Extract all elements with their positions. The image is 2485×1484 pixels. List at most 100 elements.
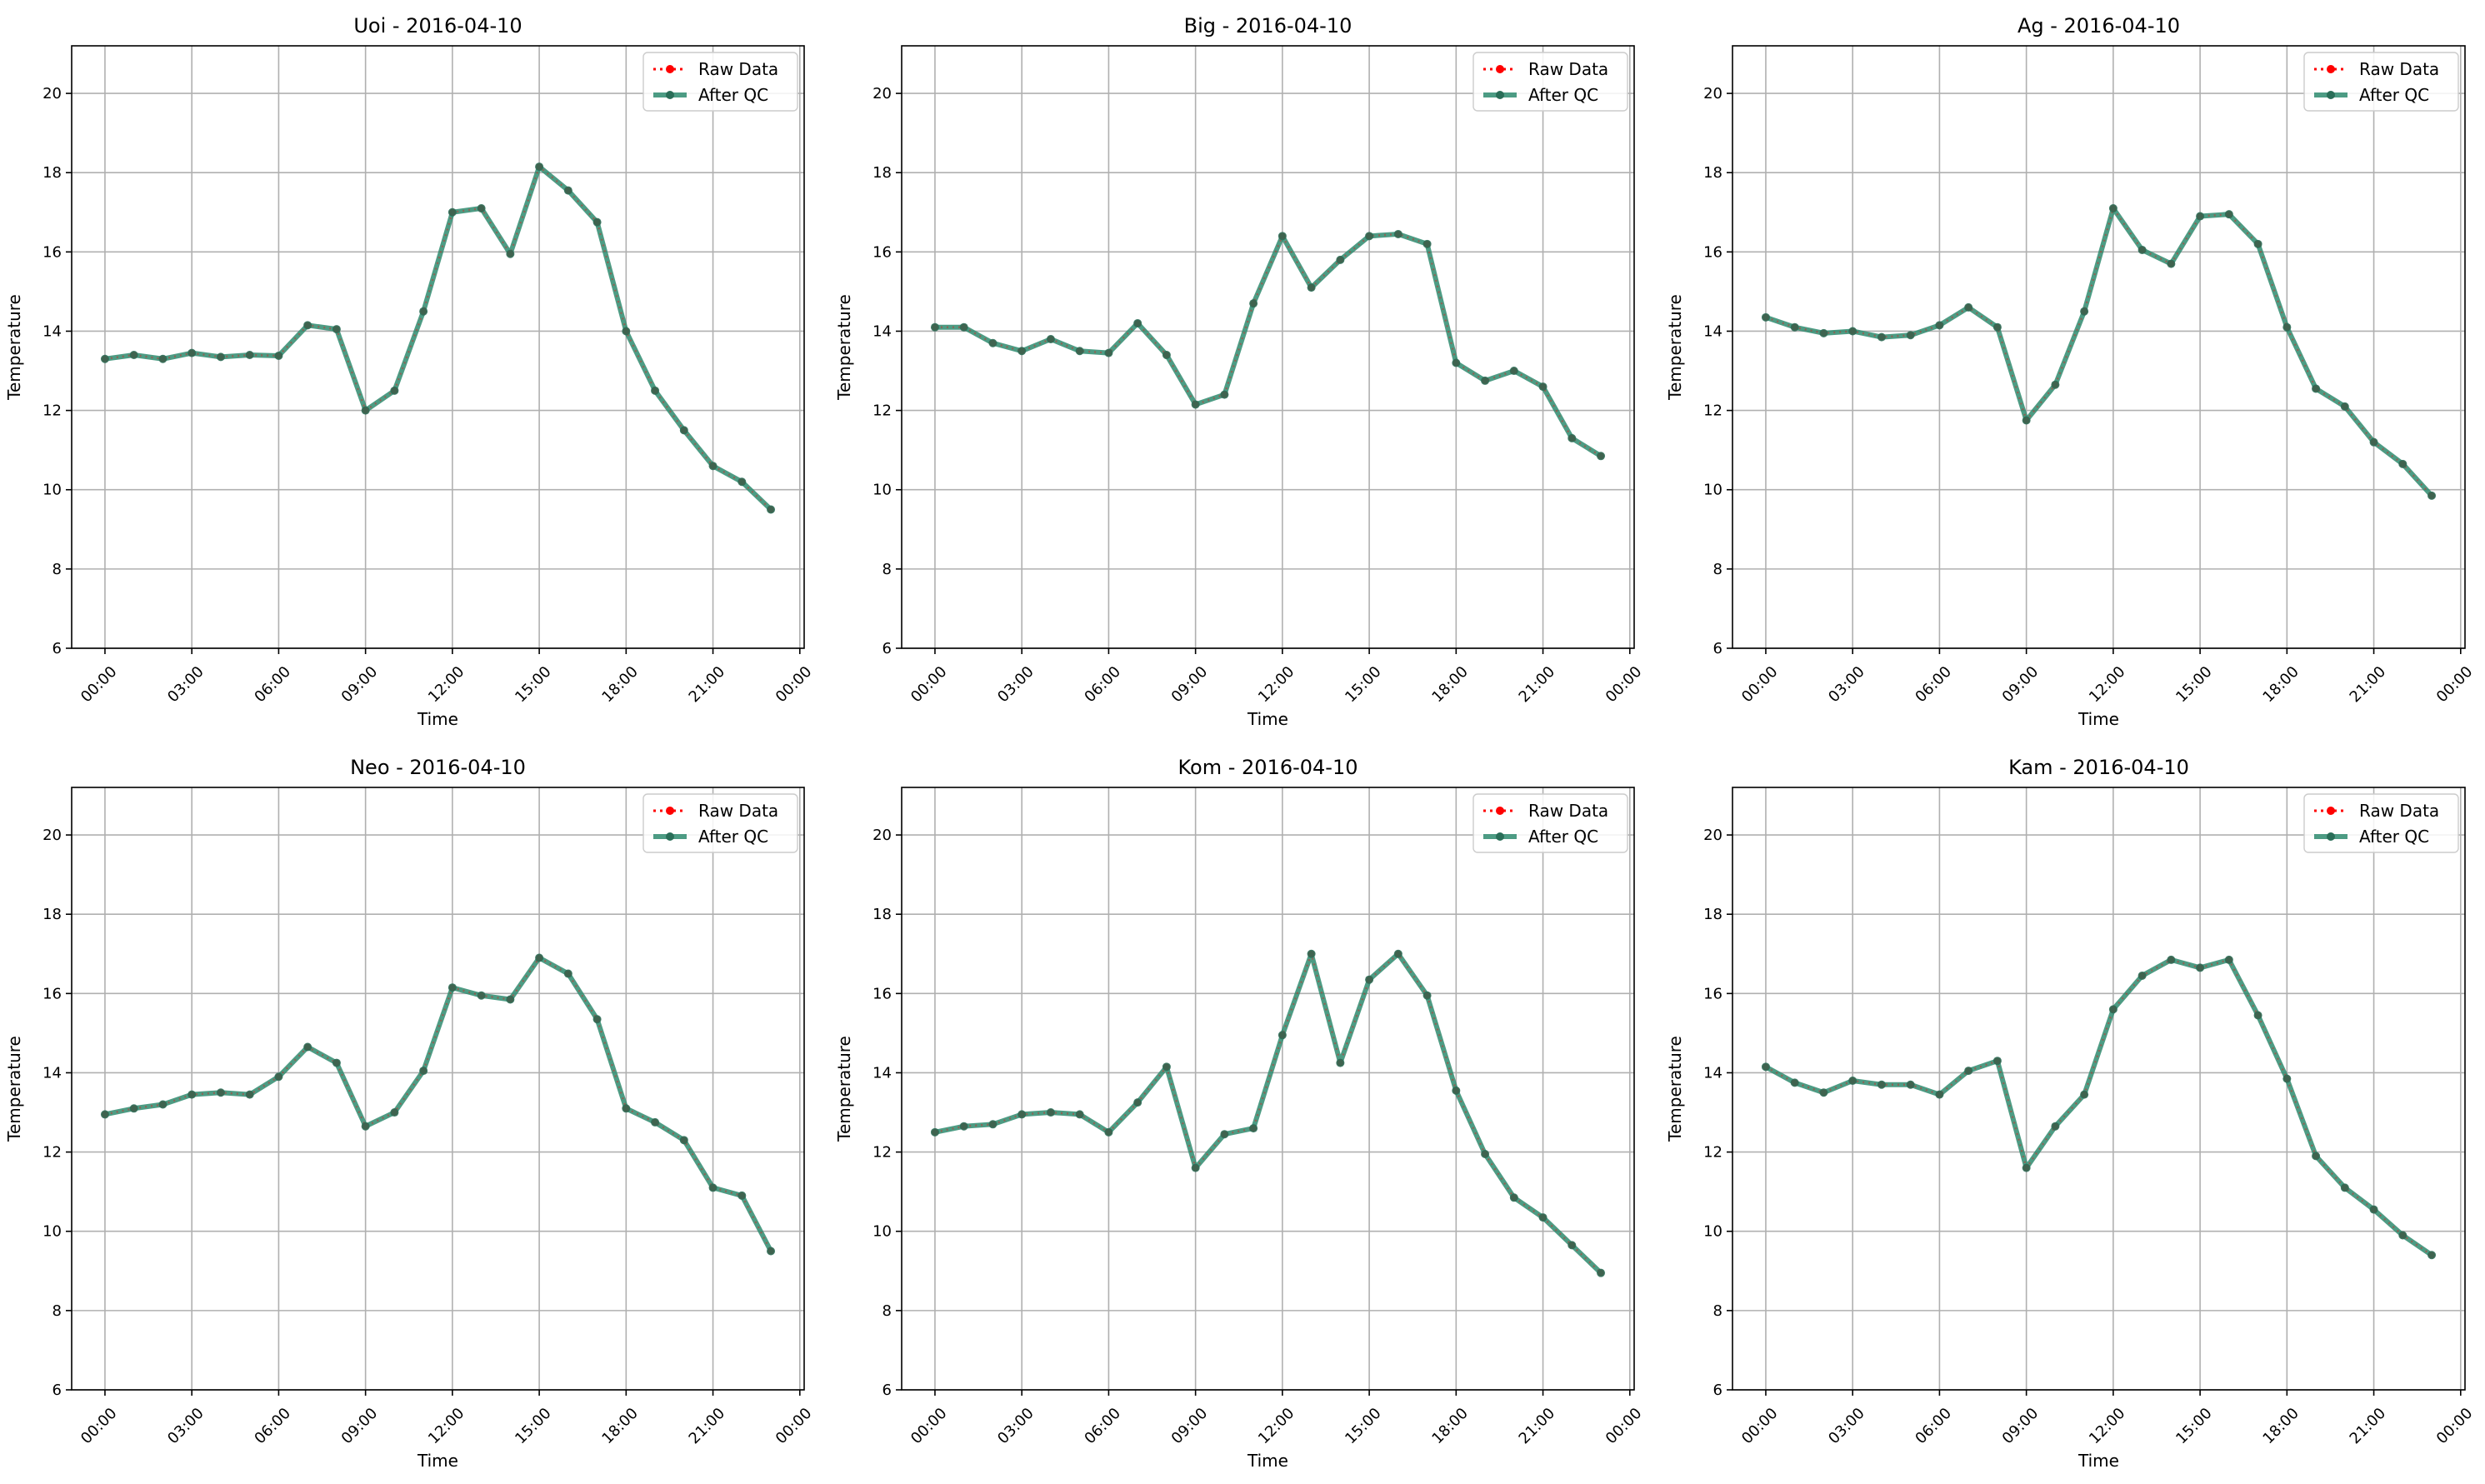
y-tick-label: 10 [42, 482, 62, 499]
x-tick-label: 03:00 [164, 663, 208, 707]
x-tick-label: 12:00 [425, 1405, 468, 1448]
y-axis-label: Temperature [4, 294, 24, 401]
qc-point [1538, 382, 1548, 392]
x-tick-label: 00:00 [2433, 663, 2477, 707]
series-line-after-qc [102, 955, 774, 1254]
y-tick-label: 8 [882, 561, 892, 578]
qc-point [2253, 1011, 2262, 1020]
qc-point [1992, 1057, 2002, 1066]
x-tick-label: 00:00 [772, 663, 816, 707]
qc-point [1336, 255, 1345, 264]
x-tick-label: 18:00 [2259, 1405, 2302, 1448]
legend-raw-label: Raw Data [2359, 801, 2439, 821]
y-tick-label: 16 [1703, 243, 1722, 261]
axes-frame [901, 45, 1635, 649]
qc-point [1848, 327, 1858, 336]
subplot-4: 6 8 10 12 14 16 18 20 00:00 03:00 06:00 09:00 12:00 1… [4, 756, 815, 1471]
qc-point [2398, 459, 2408, 468]
x-tick-label: 06:00 [1081, 663, 1124, 707]
subplot-5: 6 8 10 12 14 16 18 20 00:00 03:00 06:00 09:00 12:00 1… [834, 756, 1645, 1471]
y-tick-label: 12 [42, 402, 62, 420]
qc-point [2080, 307, 2089, 316]
y-tick-label: 18 [872, 906, 892, 923]
qc-point [1018, 1110, 1027, 1119]
qc-point [477, 991, 486, 1000]
qc-point [1906, 331, 1915, 340]
qc-point [1046, 1108, 1055, 1117]
qc-point [2428, 491, 2437, 500]
x-tick-label: 03:00 [1825, 663, 1868, 707]
subplot-2: 6 8 10 12 14 16 18 20 00:00 03:00 06:00 09:00 12:00 1… [834, 14, 1645, 729]
x-tick-label: 00:00 [2433, 1405, 2477, 1448]
qc-point [2022, 416, 2031, 425]
x-tick-label: 12:00 [2086, 1405, 2129, 1448]
qc-point [448, 207, 457, 217]
qc-point [535, 953, 544, 962]
y-tick-label: 16 [872, 985, 892, 1002]
qc-point [767, 505, 776, 514]
qc-point [1220, 390, 1229, 399]
qc-point [1568, 433, 1577, 442]
y-tick-label: 8 [1713, 561, 1722, 578]
qc-point [1538, 1213, 1548, 1222]
qc-point [158, 1100, 168, 1109]
x-tick-label: 00:00 [1738, 1405, 1782, 1448]
legend-raw-marker [666, 807, 674, 815]
qc-point [1568, 1241, 1577, 1250]
y-tick-label: 16 [42, 243, 62, 261]
y-tick-label: 6 [1713, 640, 1722, 657]
series-line-raw [934, 232, 1602, 457]
legend-raw-label: Raw Data [698, 801, 778, 821]
qc-point [2051, 1122, 2060, 1131]
series-line-raw [934, 950, 1602, 1274]
x-tick-label: 12:00 [1255, 1405, 1298, 1448]
x-tick-label: 15:00 [512, 1405, 555, 1448]
x-tick-label: 00:00 [772, 1405, 816, 1448]
x-tick-label: 12:00 [2086, 663, 2129, 707]
subplot-title: Kom - 2016-04-10 [1178, 756, 1358, 779]
subplot-6: 6 8 10 12 14 16 18 20 00:00 03:00 06:00 09:00 12:00 1… [1665, 756, 2476, 1471]
legend-raw-marker [1496, 65, 1504, 73]
legend-qc-label: After QC [2359, 85, 2429, 105]
legend: Raw Data After QC [2303, 52, 2459, 112]
qc-point [679, 426, 688, 435]
subplot-title: Big - 2016-04-10 [1184, 14, 1352, 37]
x-tick-label: 06:00 [1912, 1405, 1955, 1448]
y-tick-label: 10 [1703, 1223, 1722, 1241]
y-axis-label: Temperature [834, 294, 854, 401]
legend-qc-label: After QC [698, 827, 768, 847]
qc-point [767, 1247, 776, 1256]
qc-point [216, 1088, 225, 1097]
qc-point [361, 1122, 370, 1131]
qc-point [1597, 452, 1606, 461]
y-tick-label: 10 [1703, 482, 1722, 499]
qc-point [2282, 322, 2292, 332]
grid [1732, 46, 2465, 649]
qc-point [1249, 299, 1258, 308]
x-axis-label: Time [1247, 709, 1288, 729]
series-line-after-qc [102, 164, 774, 512]
qc-point [2369, 437, 2378, 447]
qc-point [2167, 259, 2176, 268]
qc-point [1509, 367, 1518, 376]
qc-point [592, 1015, 602, 1024]
x-tick-label: 15:00 [1342, 1405, 1385, 1448]
qc-point [419, 307, 428, 316]
subplot-1: 6 8 10 12 14 16 18 20 00:00 03:00 06:00 09:00 12:00 1… [4, 14, 815, 729]
qc-point [738, 477, 747, 487]
qc-point [477, 204, 486, 213]
qc-point [2108, 1005, 2118, 1014]
legend-raw-marker [2327, 807, 2335, 815]
subplot-title: Ag - 2016-04-10 [2018, 14, 2180, 37]
legend-raw-marker [1496, 807, 1504, 815]
qc-point [1935, 321, 1944, 330]
y-tick-label: 16 [42, 985, 62, 1002]
qc-point [1393, 949, 1402, 958]
grid [72, 787, 804, 1391]
qc-point [129, 351, 138, 360]
qc-point [563, 186, 572, 195]
x-tick-label: 00:00 [1602, 663, 1646, 707]
axes-frame [1732, 787, 2466, 1391]
qc-point [1509, 1193, 1518, 1202]
qc-point [303, 1042, 312, 1052]
